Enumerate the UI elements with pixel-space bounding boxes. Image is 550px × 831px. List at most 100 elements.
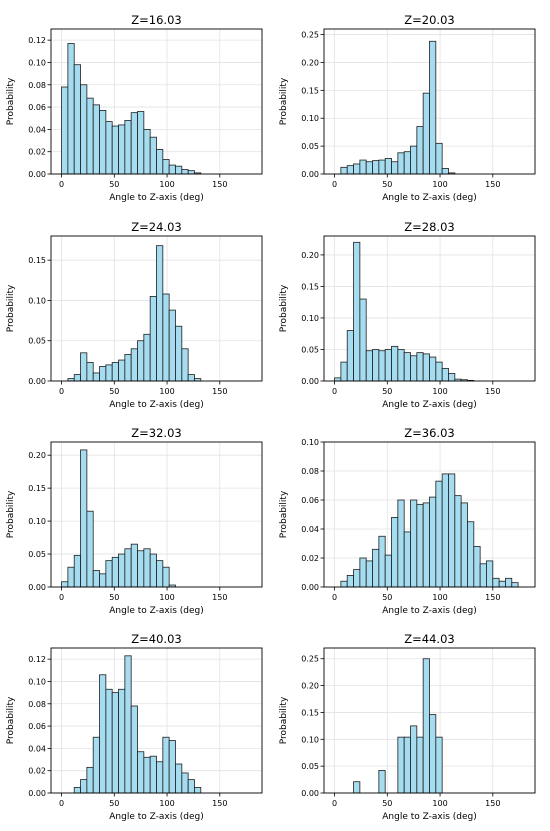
x-tick-label: 150 — [485, 180, 500, 189]
chart-panel-8: 0 50 100 150 0.00 0.05 0.10 0.15 0.20 0.25 Z=44.03… — [279, 632, 536, 822]
histogram-bar — [73, 64, 81, 175]
y-tick-label: 0.15 — [301, 86, 319, 95]
histogram-bar — [80, 352, 88, 382]
histogram-bar — [92, 104, 100, 175]
x-tick-label: 150 — [212, 799, 227, 808]
histogram-bar — [105, 560, 113, 588]
y-tick-label: 0.25 — [301, 655, 319, 664]
chart-title: Z=40.03 — [131, 632, 181, 646]
histogram-bar — [365, 560, 373, 588]
chart-panel-7: 0 50 100 150 0.00 0.02 0.04 0.06 0.08 0.10 0.12 Z=4… — [6, 632, 263, 822]
histogram-bar — [162, 566, 170, 588]
y-tick-label: 0.12 — [28, 36, 46, 45]
histogram-bar — [187, 374, 195, 382]
histogram-bar — [448, 473, 456, 588]
y-tick-label: 0.08 — [301, 467, 319, 476]
histogram-bar — [156, 560, 164, 588]
chart-title: Z=44.03 — [404, 632, 454, 646]
histogram-bar — [448, 373, 456, 382]
y-tick-label: 0.10 — [301, 438, 319, 447]
histogram-bar — [384, 554, 392, 588]
y-tick-label: 0.00 — [28, 377, 46, 386]
y-tick-label: 0.15 — [301, 282, 319, 291]
y-tick-label: 0.15 — [28, 484, 46, 493]
y-tick-label: 0.06 — [28, 722, 46, 731]
histogram-bar — [391, 345, 399, 382]
y-tick-label: 0.10 — [28, 677, 46, 686]
y-tick-label: 0.02 — [301, 554, 319, 563]
histogram-bar — [365, 161, 373, 175]
histogram-bar — [340, 166, 348, 175]
histogram-bar — [435, 142, 443, 175]
histogram-bar — [340, 580, 348, 588]
chart-title: Z=36.03 — [404, 426, 454, 440]
histogram-bar — [441, 168, 449, 175]
histogram-bar — [168, 164, 176, 175]
histogram-bar — [359, 159, 367, 175]
histogram-bar — [435, 361, 443, 382]
histogram-bar — [143, 333, 151, 382]
histogram-bar — [124, 548, 132, 588]
histogram-bar — [149, 553, 157, 588]
histogram-bar — [92, 736, 100, 794]
histogram-bar — [429, 40, 437, 175]
histogram-bar — [105, 364, 113, 382]
histogram-bar — [403, 151, 411, 175]
x-tick-label: 50 — [382, 180, 392, 189]
histogram-bar — [378, 159, 386, 175]
x-tick-label: 0 — [59, 387, 64, 396]
x-tick-label: 50 — [109, 180, 119, 189]
plot-frame — [50, 647, 263, 794]
histogram-bar — [340, 361, 348, 382]
histogram-bar — [486, 560, 494, 588]
histogram-bar — [435, 736, 443, 794]
y-tick-label: 0.06 — [301, 496, 319, 505]
histogram-bar — [181, 169, 189, 175]
y-axis-label: Probability — [6, 77, 16, 125]
histogram-bar — [372, 349, 380, 382]
histogram-bar — [80, 779, 88, 794]
histogram-bar — [353, 241, 361, 382]
y-tick-label: 0.08 — [28, 81, 46, 90]
histogram-bar — [435, 480, 443, 588]
y-tick-label: 0.08 — [28, 700, 46, 709]
y-axis-label: Probability — [279, 284, 289, 332]
x-axis-label: Angle to Z-axis (deg) — [382, 400, 477, 410]
histogram-bar — [73, 787, 81, 794]
histogram-bar — [162, 293, 170, 382]
histogram-bar — [92, 372, 100, 382]
y-tick-label: 0.00 — [28, 583, 46, 592]
chart-panel-2: 0 50 100 150 0.00 0.05 0.10 0.15 0.20 0.25 Z=20.03… — [279, 13, 536, 203]
histogram-bar — [73, 554, 81, 588]
x-tick-label: 50 — [109, 799, 119, 808]
chart-title: Z=20.03 — [404, 13, 454, 27]
x-tick-label: 150 — [485, 593, 500, 602]
histogram-bar — [105, 121, 113, 175]
histogram-bar — [416, 352, 424, 382]
histogram-bar — [429, 714, 437, 794]
histogram-bar — [118, 359, 126, 382]
histogram-bar — [137, 550, 145, 588]
histogram-bar — [460, 502, 468, 588]
x-tick-label: 50 — [382, 593, 392, 602]
histogram-bar — [61, 581, 69, 588]
x-axis-label: Angle to Z-axis (deg) — [109, 400, 204, 410]
y-tick-label: 0.15 — [28, 256, 46, 265]
histogram-bar — [149, 755, 157, 794]
x-tick-label: 0 — [332, 593, 337, 602]
y-tick-label: 0.10 — [28, 296, 46, 305]
x-tick-label: 0 — [59, 593, 64, 602]
histogram-bar — [143, 128, 151, 175]
y-tick-label: 0.05 — [28, 337, 46, 346]
histogram-bar — [492, 577, 500, 588]
histogram-bar — [99, 110, 107, 175]
y-tick-label: 0.00 — [28, 170, 46, 179]
histogram-bar — [111, 362, 119, 382]
histogram-bar — [175, 165, 183, 175]
histogram-bar — [168, 740, 176, 794]
x-tick-label: 100 — [432, 593, 447, 602]
chart-title: Z=28.03 — [404, 220, 454, 234]
histogram-bar — [365, 350, 373, 382]
histogram-bar — [80, 449, 88, 588]
